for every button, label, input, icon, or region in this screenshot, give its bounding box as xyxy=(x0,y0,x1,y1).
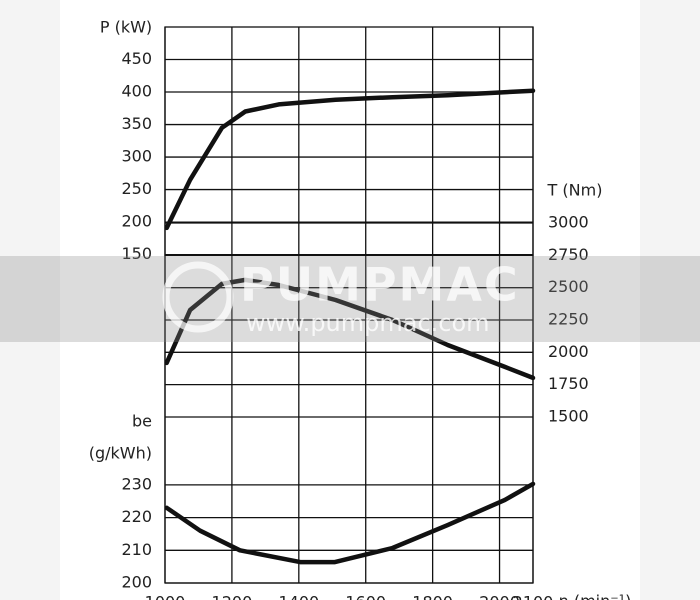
x-tick-label: 2100 xyxy=(513,593,554,600)
x-tick-label: 1400 xyxy=(278,593,319,600)
y2ticks-label: 2250 xyxy=(548,309,589,328)
x-tick-label: 1200 xyxy=(212,593,253,600)
watermark-band xyxy=(0,256,700,342)
grid xyxy=(164,27,534,584)
y2ticks-label: 2750 xyxy=(548,245,589,264)
x-tick-label: 1800 xyxy=(412,593,453,600)
watermark-brand: PUMPMAC xyxy=(240,258,520,312)
x-tick-label: 1600 xyxy=(345,593,386,600)
yticks-label: 450 xyxy=(121,49,152,68)
curves xyxy=(164,88,536,565)
y3-axis-unit: (g/kWh) xyxy=(89,444,152,463)
y2ticks-label: 3000 xyxy=(548,213,589,232)
y2ticks-label: 1750 xyxy=(548,374,589,393)
watermark-url: www.pumpmac.com xyxy=(246,309,490,337)
labels: P (kW) T (Nm) be (g/kWh) n (min⁻¹) 1000 1… xyxy=(89,18,632,600)
curve xyxy=(164,481,536,565)
yticks-label: 350 xyxy=(121,114,152,133)
y3ticks-label: 230 xyxy=(121,474,152,493)
y3-axis-title: be xyxy=(132,412,152,431)
y2ticks-label: 2500 xyxy=(548,277,589,296)
y3ticks-label: 210 xyxy=(121,540,152,559)
curve xyxy=(164,277,536,381)
yticks-label: 200 xyxy=(121,212,152,231)
yticks-label: 150 xyxy=(121,244,152,263)
watermark-logo xyxy=(162,261,234,333)
yticks-label: 250 xyxy=(121,179,152,198)
yticks-label: 300 xyxy=(121,147,152,166)
y-axis-title: P (kW) xyxy=(100,18,152,37)
yticks-label: 400 xyxy=(121,82,152,101)
x-axis-title: n (min⁻¹) xyxy=(559,592,632,600)
x-tick-label: 2000 xyxy=(479,593,520,600)
y2ticks-label: 1500 xyxy=(548,406,589,425)
y2ticks-label: 2000 xyxy=(548,342,589,361)
x-tick-label: 1000 xyxy=(145,593,186,600)
watermark: PUMPMAC www.pumpmac.com xyxy=(0,256,700,342)
y3ticks-label: 220 xyxy=(121,507,152,526)
curve xyxy=(164,88,536,231)
y3ticks-label: 200 xyxy=(121,573,152,592)
y2-axis-title: T (Nm) xyxy=(547,181,603,200)
